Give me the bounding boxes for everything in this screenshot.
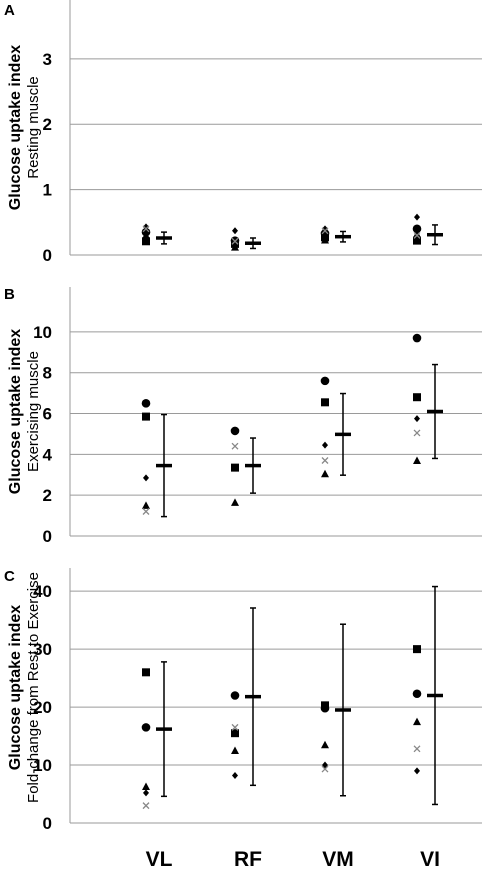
data-point-diamond [322, 441, 328, 449]
y-tick-label: 0 [43, 814, 52, 833]
data-point-triangle [231, 243, 239, 251]
y-tick-label: 8 [43, 364, 52, 383]
data-point-x [142, 802, 150, 810]
data-point-square [321, 701, 329, 710]
data-point-circle [230, 691, 240, 700]
data-point-triangle [413, 456, 421, 464]
data-point-x [321, 227, 329, 235]
data-point-x [413, 231, 421, 239]
x-category-label: VL [146, 848, 173, 871]
data-point-x [231, 723, 239, 731]
y-tick-label: 6 [43, 405, 52, 424]
data-point-diamond [232, 227, 238, 235]
data-point-triangle [321, 235, 329, 244]
data-point-diamond [143, 223, 149, 231]
data-point-x [231, 237, 239, 245]
chart-panel-a: 0 1 2 3 A Glucose uptake index Resting muscle [4, 0, 482, 265]
y-tick-label: 2 [43, 486, 52, 505]
panel-letter: C [4, 568, 15, 585]
panel-letter: B [4, 286, 15, 303]
x-category-label: RF [234, 848, 262, 871]
data-point-diamond [414, 213, 420, 221]
data-point-diamond [414, 415, 420, 423]
data-point-circle [412, 224, 422, 234]
y-tick-label: 3 [43, 50, 52, 69]
panel-letter: A [4, 2, 15, 19]
data-point-diamond [143, 789, 149, 797]
data-point-x [413, 429, 421, 437]
chart-panel-c: 0 10 20 30 40 C Glucose uptake index Fold-chang… [4, 568, 482, 833]
y-axis-label: Glucose uptake index [7, 329, 24, 494]
data-point-square [231, 729, 239, 738]
data-point-triangle [413, 717, 421, 726]
y-axis-sublabel: Fold-change from Rest to Exercise [25, 572, 42, 803]
data-point-circle [412, 689, 422, 699]
data-point-diamond [322, 225, 328, 233]
data-point-square [142, 412, 150, 421]
data-point-square [413, 393, 421, 402]
y-tick-label: 10 [33, 323, 52, 342]
x-category-label: VI [420, 848, 440, 871]
data-point-triangle [231, 746, 239, 755]
y-axis-label: Glucose uptake index [7, 605, 24, 770]
chart-panel-b: 0 2 4 6 8 10 B Glucose uptake index Exercising m… [4, 286, 482, 546]
data-point-x [142, 508, 150, 515]
data-point-triangle [413, 230, 421, 238]
data-point-circle [412, 333, 422, 343]
y-axis-sublabel: Exercising muscle [25, 351, 42, 472]
y-tick-label: 30 [33, 640, 52, 659]
data-point-triangle [142, 231, 150, 239]
data-point-square [142, 237, 150, 246]
y-axis-sublabel: Resting muscle [25, 76, 42, 179]
data-point-triangle [142, 782, 150, 790]
data-point-triangle [231, 498, 239, 506]
y-tick-label: 4 [43, 445, 53, 464]
data-point-square [321, 398, 329, 407]
data-point-x [142, 225, 150, 233]
y-tick-label: 0 [43, 527, 52, 546]
data-point-square [413, 645, 421, 654]
data-point-diamond [232, 771, 238, 779]
data-point-triangle [142, 501, 150, 509]
y-axis-label: Glucose uptake index [7, 45, 24, 210]
y-tick-label: 1 [43, 181, 52, 200]
y-tick-label: 20 [33, 698, 52, 717]
data-point-x [321, 457, 329, 464]
y-tick-label: 2 [43, 115, 52, 134]
y-tick-label: 0 [43, 246, 52, 265]
data-point-triangle [321, 740, 329, 749]
data-point-x [321, 765, 329, 773]
data-point-x [413, 745, 421, 753]
data-point-square [413, 236, 421, 245]
data-point-diamond [414, 767, 420, 775]
data-point-circle [141, 399, 151, 408]
data-point-x [231, 442, 239, 450]
x-category-label: VM [322, 848, 354, 871]
data-point-circle [141, 723, 151, 732]
data-point-square [231, 463, 239, 472]
data-point-triangle [321, 469, 329, 478]
y-tick-label: 10 [33, 756, 52, 775]
data-point-diamond [143, 474, 149, 482]
data-point-square [142, 668, 150, 677]
data-point-circle [320, 376, 330, 386]
y-tick-label: 40 [33, 582, 52, 601]
data-point-circle [230, 426, 240, 436]
